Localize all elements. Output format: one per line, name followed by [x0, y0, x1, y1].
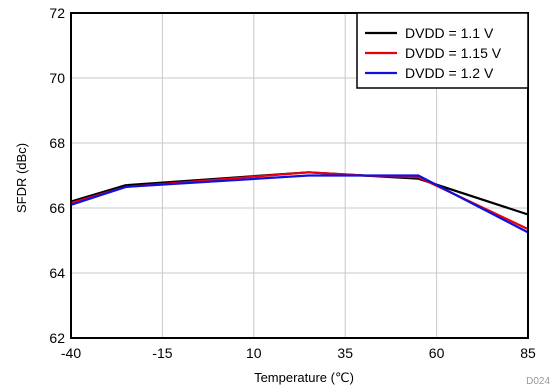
x-tick-label: 35	[337, 345, 353, 361]
x-tick-label: -15	[152, 345, 172, 361]
legend: DVDD = 1.1 V DVDD = 1.15 V DVDD = 1.2 V	[356, 12, 529, 89]
series-lines	[70, 171, 529, 234]
legend-label-3: DVDD = 1.2 V	[405, 65, 494, 81]
legend-box	[356, 12, 529, 89]
y-tick-label: 62	[49, 330, 65, 346]
x-tick-label: -40	[61, 345, 81, 361]
x-tick-label: 10	[246, 345, 262, 361]
x-axis-title: Temperature (℃)	[254, 370, 354, 385]
x-axis-tick-labels: -40 -15 10 35 60 85	[61, 345, 536, 361]
plot-area-frame	[70, 12, 529, 339]
legend-label-1: DVDD = 1.1 V	[405, 25, 494, 41]
y-tick-label: 70	[49, 70, 65, 86]
x-tick-label: 85	[520, 345, 536, 361]
y-tick-label: 66	[49, 200, 65, 216]
series-line-3	[70, 174, 529, 234]
y-axis-tick-labels: 62 64 66 68 70 72	[49, 5, 65, 346]
y-tick-label: 72	[49, 5, 65, 21]
x-tick-label: 60	[429, 345, 445, 361]
series-line-2	[70, 171, 529, 231]
y-axis-title: SFDR (dBc)	[14, 143, 29, 213]
legend-label-2: DVDD = 1.15 V	[405, 45, 502, 61]
figure-id-label: D024	[526, 376, 550, 387]
y-tick-label: 64	[49, 265, 65, 281]
y-tick-label: 68	[49, 135, 65, 151]
